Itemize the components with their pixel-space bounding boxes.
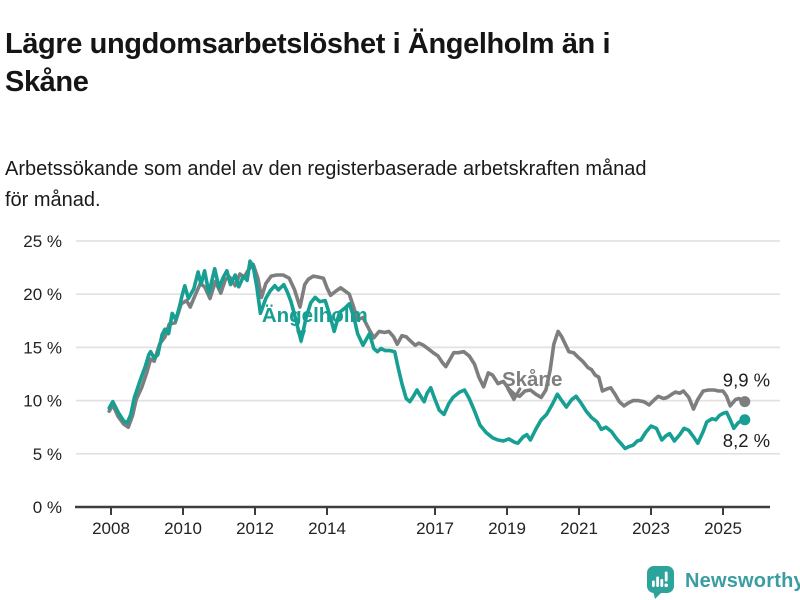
- y-tick-label: 15 %: [23, 338, 62, 357]
- series-label-ängelholm: Ängelholm: [262, 304, 368, 327]
- x-tick-label: 2014: [308, 519, 346, 538]
- series-line-skåne: [107, 262, 745, 429]
- end-dot-skåne: [739, 396, 751, 408]
- x-tick-label: 2010: [164, 519, 202, 538]
- page-title: Lägre ungdomsarbetslöshet i Ängelholm än…: [5, 25, 785, 101]
- chart-subtitle-line2: för månad.: [5, 189, 101, 211]
- newsworthy-footer: Newsworthy: [644, 564, 800, 599]
- x-tick-label: 2008: [92, 519, 130, 538]
- x-tick-label: 2019: [488, 519, 526, 538]
- end-value-label-skåne: 9,9 %: [723, 370, 770, 391]
- x-tick-label: 2012: [236, 519, 274, 538]
- end-value-label-ängelholm: 8,2 %: [723, 430, 770, 451]
- end-dot-ängelholm: [739, 414, 751, 426]
- page-title-line1: Lägre ungdomsarbetslöshet i Ängelholm än…: [5, 28, 611, 61]
- x-tick-label: 2021: [560, 519, 598, 538]
- y-tick-label: 10 %: [23, 392, 62, 411]
- y-tick-label: 5 %: [33, 445, 62, 464]
- x-tick-label: 2017: [416, 519, 454, 538]
- series-label-skåne: Skåne: [502, 368, 562, 391]
- series-label-arrow-skåne: [506, 387, 522, 402]
- x-tick-label: 2025: [704, 519, 742, 538]
- series-label-arrow-ängelholm: [296, 330, 307, 345]
- newsworthy-wordmark: Newsworthy: [685, 570, 800, 592]
- y-tick-label: 0 %: [33, 498, 62, 517]
- chart-subtitle: Arbetssökande som andel av den registerb…: [5, 154, 790, 216]
- page-title-line2: Skåne: [5, 66, 89, 99]
- x-tick-label: 2023: [632, 519, 670, 538]
- y-tick-label: 25 %: [23, 232, 62, 251]
- newsworthy-logo-icon: [647, 566, 674, 599]
- series-line-ängelholm: [107, 259, 745, 451]
- y-tick-label: 20 %: [23, 285, 62, 304]
- chart-subtitle-line1: Arbetssökande som andel av den registerb…: [5, 158, 647, 180]
